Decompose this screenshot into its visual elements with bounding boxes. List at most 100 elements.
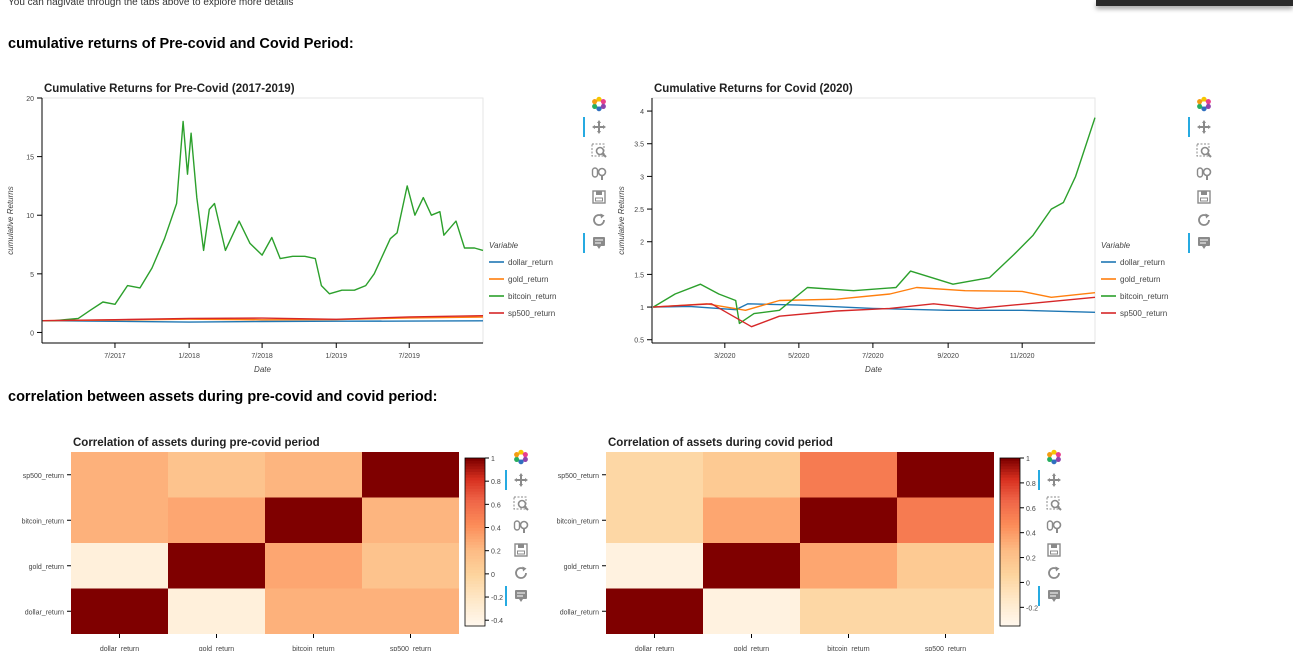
save-icon[interactable] (1045, 541, 1063, 559)
pre-covid-returns-chart[interactable]: Cumulative Returns for Pre-Covid (2017-2… (0, 78, 585, 378)
x-category-label: dollar_return (100, 646, 139, 651)
covid-correlation-heatmap[interactable]: Correlation of assets during covid perio… (535, 430, 1045, 651)
heatmap-cell (800, 452, 897, 498)
heatmap-cell (703, 452, 800, 498)
y-tick-label: 0.5 (634, 338, 644, 345)
heatmap-cell (362, 452, 459, 498)
pre-covid-correlation-heatmap[interactable]: Correlation of assets during pre-covid p… (0, 430, 510, 651)
pan-icon[interactable] (1045, 471, 1063, 489)
box-zoom-icon[interactable] (590, 142, 608, 160)
colorbar-tick-label: 1 (491, 456, 495, 463)
heatmap-cell (606, 452, 703, 498)
box-zoom-icon[interactable] (1195, 142, 1213, 160)
x-category-label: sp500_return (390, 646, 431, 651)
bokeh-logo-icon[interactable] (1195, 95, 1213, 113)
x-tick-label: 3/2020 (714, 353, 736, 360)
y-category-label: gold_return (29, 564, 65, 571)
colorbar-tick-label: -0.4 (491, 618, 503, 625)
y-tick-label: 1 (640, 305, 644, 312)
reset-icon[interactable] (1045, 564, 1063, 582)
colorbar (999, 457, 1021, 627)
series-line-bitcoin_return (652, 117, 1096, 325)
y-tick-label: 4 (640, 109, 644, 116)
covid-returns-chart[interactable]: Cumulative Returns for Covid (2020)0.511… (612, 78, 1197, 378)
y-axis-label: cumulative Returns (617, 186, 626, 254)
heatmap-cell (897, 452, 994, 498)
legend: Variable dollar_return gold_return bitcoin_… (489, 241, 556, 318)
plot-frame (41, 97, 484, 344)
x-axis-label: Date (865, 365, 882, 374)
hover-icon[interactable] (1045, 587, 1063, 605)
heatmap-cell (703, 588, 800, 634)
legend-item-sp500_return: sp500_return (508, 309, 555, 318)
reset-icon[interactable] (512, 564, 530, 582)
wheel-zoom-icon[interactable] (1045, 517, 1063, 535)
heatmap-cell (265, 588, 362, 634)
hover-icon[interactable] (512, 587, 530, 605)
heatmap-cell (168, 452, 265, 498)
reset-icon[interactable] (590, 211, 608, 229)
x-tick-label: 7/2017 (104, 353, 126, 360)
wheel-zoom-icon[interactable] (1195, 164, 1213, 182)
heatmap-cell (703, 497, 800, 543)
heatmap-cell (606, 543, 703, 589)
active-tool-indicator (505, 586, 507, 606)
colorbar-tick-label: 0.4 (491, 526, 501, 533)
colorbar-tick-label: 0.4 (1026, 531, 1036, 538)
bokeh-logo-icon[interactable] (590, 95, 608, 113)
series-line-sp500_return (653, 296, 1096, 328)
legend-item-gold_return: gold_return (508, 275, 548, 284)
intro-text: You can nagivate through the tabs above … (8, 0, 294, 8)
heatmap-cell (168, 497, 265, 543)
heatmap-cell (71, 588, 168, 634)
colorbar-tick-label: -0.2 (1026, 605, 1038, 612)
heatmap-cell (703, 543, 800, 589)
y-category-label: sp500_return (23, 473, 64, 480)
hover-icon[interactable] (1195, 234, 1213, 252)
active-tool-indicator (1038, 586, 1040, 606)
x-category-label: gold_return (199, 646, 235, 651)
y-tick-label: 20 (26, 96, 34, 103)
colorbar (464, 457, 486, 627)
colorbar-tick-label: 0.2 (1026, 556, 1036, 563)
pan-icon[interactable] (590, 118, 608, 136)
series-line-dollar_return (653, 303, 1096, 313)
reset-icon[interactable] (1195, 211, 1213, 229)
heatmap-cell (362, 497, 459, 543)
pan-icon[interactable] (1195, 118, 1213, 136)
heatmap-cell (800, 543, 897, 589)
y-tick-label: 2.5 (634, 207, 644, 214)
save-icon[interactable] (1195, 188, 1213, 206)
top-bar (1096, 0, 1293, 6)
x-tick-label: 1/2018 (178, 353, 200, 360)
hover-icon[interactable] (590, 234, 608, 252)
active-tool-indicator (583, 233, 585, 253)
colorbar-tick-label: 1 (1026, 456, 1030, 463)
heatmap-cell (897, 543, 994, 589)
axes (651, 98, 1095, 344)
box-zoom-icon[interactable] (1045, 495, 1063, 513)
y-category-label: gold_return (564, 564, 600, 571)
box-zoom-icon[interactable] (512, 495, 530, 513)
wheel-zoom-icon[interactable] (590, 164, 608, 182)
active-tool-indicator (1188, 117, 1190, 137)
legend-item-bitcoin_return: bitcoin_return (1120, 292, 1168, 301)
heatmap-cell (71, 543, 168, 589)
x-tick-label: 5/2020 (788, 353, 810, 360)
y-tick-label: 15 (26, 155, 34, 162)
legend-item-dollar_return: dollar_return (1120, 258, 1165, 267)
bokeh-logo-icon[interactable] (512, 448, 530, 466)
heatmap-cell (362, 543, 459, 589)
save-icon[interactable] (512, 541, 530, 559)
pan-icon[interactable] (512, 471, 530, 489)
toolbar-covid-heatmap (1038, 448, 1065, 608)
wheel-zoom-icon[interactable] (512, 517, 530, 535)
x-tick-label: 11/2020 (1010, 353, 1035, 360)
heatmap-title: Correlation of assets during covid perio… (608, 437, 833, 449)
x-category-label: gold_return (734, 646, 770, 651)
heatmap-cell (800, 588, 897, 634)
chart-title: Cumulative Returns for Covid (2020) (654, 83, 853, 95)
bokeh-logo-icon[interactable] (1045, 448, 1063, 466)
toolbar-pre-covid-returns (583, 95, 610, 255)
save-icon[interactable] (590, 188, 608, 206)
